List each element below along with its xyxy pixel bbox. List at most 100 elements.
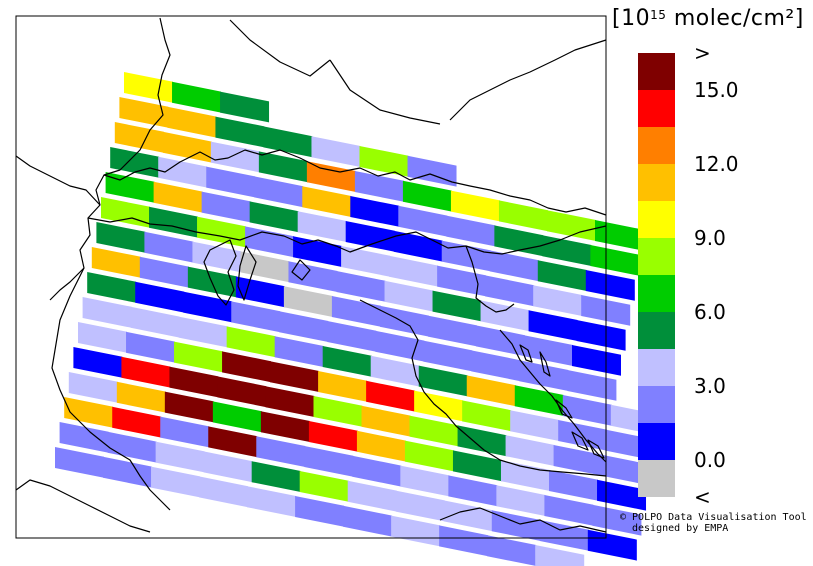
swath-pixel — [510, 410, 560, 441]
legend-color-box — [638, 275, 675, 312]
swath-pixel — [279, 311, 329, 342]
swath-pixel — [263, 126, 313, 158]
legend-tick-label: 3.0 — [694, 374, 726, 398]
swath-pixel — [585, 270, 635, 301]
swath-pixel — [249, 201, 299, 233]
swath-pixel — [384, 280, 434, 312]
swath-pixel — [158, 156, 208, 188]
swath-pixel — [576, 320, 626, 351]
swath-pixel — [496, 485, 546, 516]
swath-pixel — [82, 297, 132, 328]
swath-pixel — [110, 147, 160, 178]
swath-pixel — [199, 476, 249, 508]
swath-pixel — [167, 106, 217, 138]
swath-pixel — [126, 331, 176, 363]
swath-pixel — [160, 416, 210, 448]
swath-pixel — [201, 191, 251, 223]
swath-pixel — [304, 446, 354, 477]
swath-pixel — [562, 395, 612, 426]
swath-pixel — [441, 240, 491, 272]
swath-pixel — [231, 301, 281, 333]
swath-pixel — [375, 330, 425, 362]
swath-pixel — [96, 222, 146, 253]
legend-tick-label: 0.0 — [694, 448, 726, 472]
swath-pixel — [235, 276, 285, 308]
swath-pixel — [418, 365, 468, 397]
legend-color-box — [638, 460, 675, 497]
swath-pixel — [116, 381, 166, 413]
credit-line-2: designed by EMPA — [632, 523, 729, 534]
swath-pixel — [308, 421, 358, 452]
swath-pixel — [313, 396, 363, 427]
swath-pixel — [359, 146, 409, 177]
swath-pixel — [549, 470, 598, 501]
swath-pixel — [144, 231, 194, 263]
swath-pixel — [519, 360, 569, 391]
swath-pixel — [437, 265, 487, 297]
swath-pixel — [404, 440, 454, 472]
swath-pixel — [590, 245, 640, 276]
swath-pixel — [462, 400, 512, 432]
swath-pixel — [206, 166, 256, 198]
swath-pixel — [78, 322, 127, 353]
swath-pixel — [114, 122, 164, 153]
swath-pixel — [299, 471, 349, 502]
swath-pixel — [354, 171, 404, 202]
swath-pixel — [343, 505, 393, 537]
swath-pixel — [215, 116, 265, 148]
swath-pixel — [347, 480, 397, 512]
swath-pixel — [393, 230, 443, 262]
legend-color-box — [638, 164, 675, 201]
swath-pixel — [288, 261, 338, 292]
legend-color-box — [638, 423, 675, 460]
swath-pixel — [87, 272, 137, 303]
swath-pixel — [414, 390, 464, 422]
swath-pixel — [274, 336, 324, 367]
swath-pixel — [439, 525, 489, 557]
swath-pixel — [494, 225, 544, 257]
swath-pixel — [256, 436, 306, 467]
swath-pixel — [210, 141, 260, 173]
swath-pixel — [475, 325, 525, 357]
swath-pixel — [356, 430, 406, 462]
swath-pixel — [400, 465, 450, 497]
swath-pixel — [427, 315, 477, 347]
swath-pixel — [258, 151, 308, 183]
credit-line-1: © POLPO Data Visualisation Tool — [620, 512, 807, 523]
swath-pixel — [183, 291, 233, 323]
unit-exponent: 15 — [650, 8, 667, 22]
swath-pixel — [283, 286, 333, 317]
legend-tick-label: < — [694, 485, 711, 509]
swath-pixel — [302, 186, 352, 217]
swath-pixel — [391, 515, 441, 547]
swath-pixel — [265, 386, 315, 417]
swath-pixel — [498, 200, 548, 232]
swath-pixel — [155, 441, 205, 473]
swath-pixel — [226, 326, 276, 358]
swath-pixel — [169, 366, 219, 398]
swath-pixel — [546, 210, 596, 241]
swath-pixel — [567, 370, 617, 401]
swath-pixel — [217, 376, 267, 408]
swath-pixel — [64, 397, 114, 428]
swath-pixel — [197, 216, 247, 248]
legend-tick-label: > — [694, 41, 711, 65]
legend-tick-label: 15.0 — [694, 78, 739, 102]
swath-pixel — [544, 495, 594, 526]
swath-pixel — [361, 405, 411, 437]
swath-pixel — [172, 81, 222, 113]
unit-prefix: [10 — [612, 6, 651, 31]
swath-pixel — [336, 271, 386, 302]
swath-pixel — [535, 545, 585, 566]
swath-pixel — [457, 425, 507, 457]
legend-color-box — [638, 312, 675, 349]
swath-pixel — [222, 351, 272, 383]
swath-pixel — [55, 447, 104, 478]
swath-pixel — [203, 451, 253, 483]
swath-pixel — [174, 341, 224, 373]
swath-pixel — [452, 450, 502, 482]
swath-pixel — [450, 190, 500, 222]
swath-pixel — [91, 247, 141, 278]
swath-pixel — [539, 520, 589, 551]
